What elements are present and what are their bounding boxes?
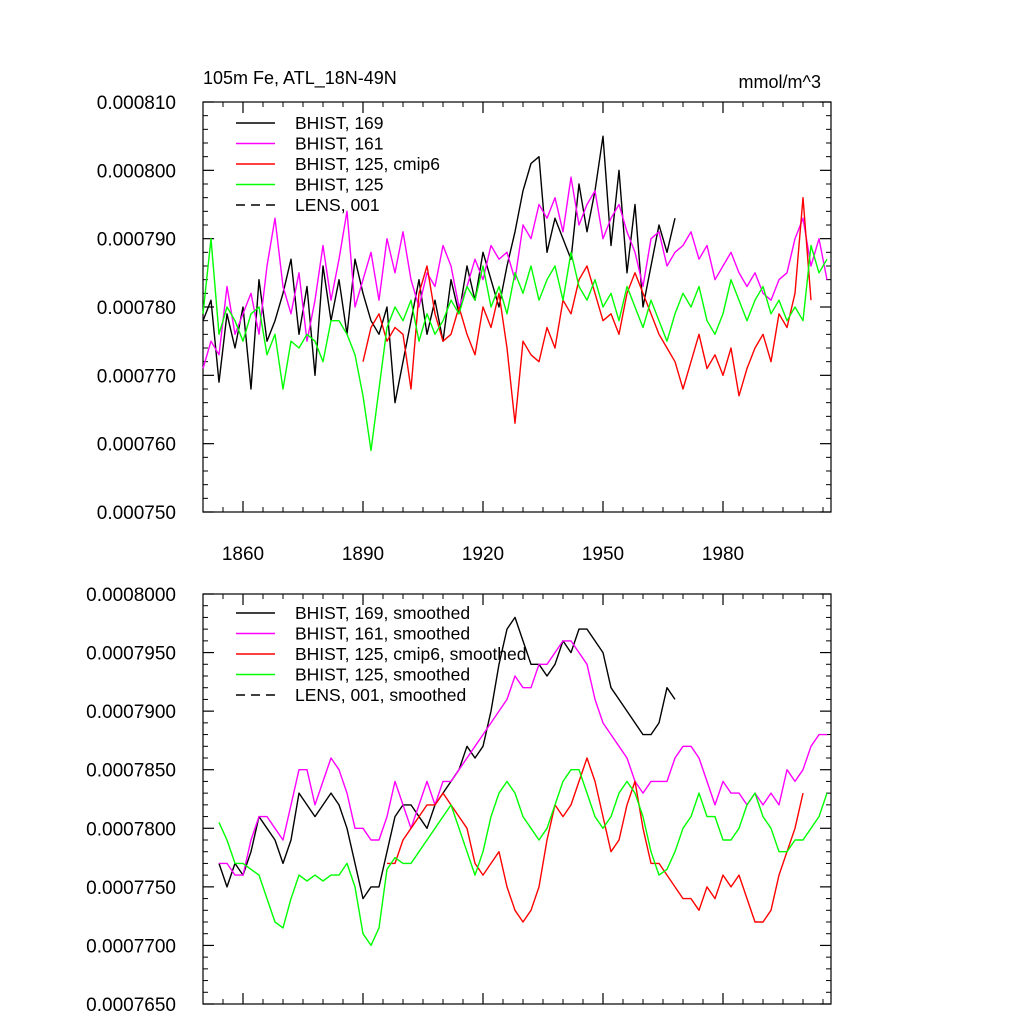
y-tick-label: 0.0008000 [86, 585, 176, 606]
y-tick-label: 0.000790 [97, 230, 176, 251]
top-panel: 0.000750 0.000760 0.000770 0.000780 0.000790… [97, 68, 832, 565]
y-tick-label: 0.000800 [97, 161, 176, 182]
legend-label: BHIST, 125, cmip6, smoothed [295, 644, 527, 664]
y-tick-label: 0.000810 [97, 93, 176, 114]
y-tick-label: 0.000760 [97, 435, 176, 456]
plot-frame [202, 593, 832, 1005]
y-tick-label: 0.0007750 [86, 878, 176, 899]
y-tick-label: 0.0007950 [86, 644, 176, 665]
legend-label: LENS, 001 [295, 195, 380, 215]
units-label: mmol/m^3 [739, 72, 821, 92]
series-line [218, 616, 676, 900]
x-tick-label: 1890 [342, 544, 384, 565]
legend-label: LENS, 001, smoothed [295, 685, 466, 705]
y-tick-label: 0.0007800 [86, 819, 176, 840]
chart-title: 105m Fe, ATL_18N-49N [203, 68, 397, 89]
x-tick-label: 1920 [462, 544, 504, 565]
legend-label: BHIST, 125, cmip6 [295, 154, 440, 174]
series-line [202, 135, 676, 404]
legend-label: BHIST, 161 [295, 134, 384, 154]
x-tick-label: 1950 [582, 544, 624, 565]
legend-label: BHIST, 125, smoothed [295, 665, 470, 685]
legend-label: BHIST, 169, smoothed [295, 603, 470, 623]
y-tick-label: 0.0007850 [86, 761, 176, 782]
series-line [387, 757, 804, 923]
y-tick-label: 0.0007900 [86, 702, 176, 723]
y-tick-label: 0.0007650 [86, 995, 176, 1016]
y-tick-label: 0.0007700 [86, 936, 176, 957]
series-line [202, 176, 828, 369]
y-tick-label: 0.000780 [97, 298, 176, 319]
legend-label: BHIST, 125 [295, 175, 384, 195]
bottom-panel: 0.0007650 0.0007700 0.0007750 0.0007800 0.00… [86, 585, 832, 1016]
series-line [202, 237, 828, 452]
legend-label: BHIST, 161, smoothed [295, 624, 470, 644]
x-tick-label: 1980 [702, 544, 744, 565]
series-line [362, 196, 812, 424]
series-line [219, 640, 827, 876]
x-tick-label: 1860 [222, 544, 264, 565]
legend-label: BHIST, 169 [295, 113, 384, 133]
y-tick-label: 0.000750 [97, 503, 176, 524]
y-tick-label: 0.000770 [97, 366, 176, 387]
series-line [218, 769, 828, 947]
